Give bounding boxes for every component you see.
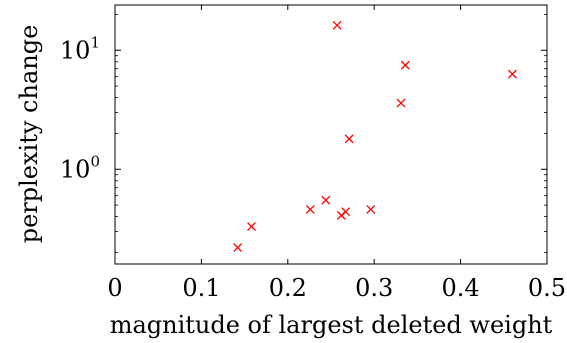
y-tick-exponent: 0	[90, 152, 100, 170]
data-point	[396, 98, 406, 108]
y-tick-base: 10	[60, 155, 91, 183]
data-point	[332, 20, 342, 30]
data-point	[233, 243, 243, 252]
x-tick-label: 0.1	[182, 274, 220, 302]
x-tick-label: 0	[107, 274, 122, 302]
data-points	[233, 20, 517, 252]
data-point	[247, 222, 256, 232]
x-axis-label: magnitude of largest deleted weight	[110, 311, 553, 339]
y-tick-label: 100	[60, 152, 100, 183]
data-point	[507, 69, 517, 79]
y-tick-base: 10	[60, 36, 91, 64]
data-point	[305, 204, 315, 214]
data-point	[341, 207, 351, 217]
x-tick-label: 0.3	[355, 274, 393, 302]
x-tick-label: 0.5	[528, 274, 566, 302]
data-point	[400, 60, 410, 70]
plot-frame	[114, 4, 548, 265]
data-point	[366, 204, 376, 214]
y-tick-exponent: 1	[90, 33, 100, 51]
x-tick-label: 0.4	[442, 274, 480, 302]
y-axis-label: perplexity change	[15, 25, 43, 244]
data-point	[321, 195, 331, 205]
x-tick-label: 0.2	[269, 274, 307, 302]
y-tick-label: 101	[60, 33, 100, 64]
data-point	[344, 134, 354, 144]
